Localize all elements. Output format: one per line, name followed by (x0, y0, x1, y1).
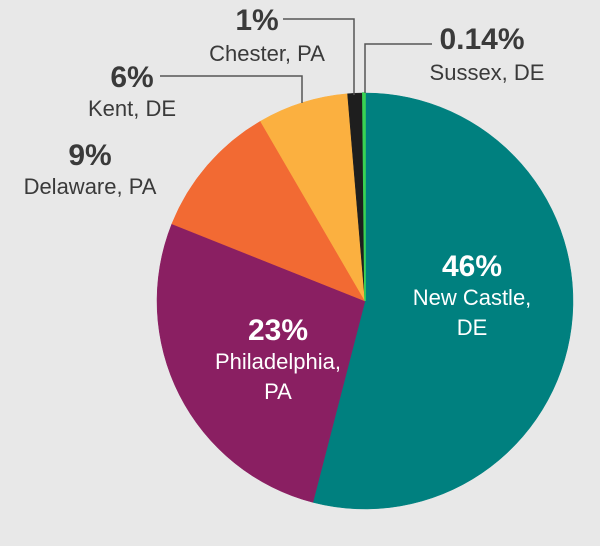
slice-label-new-castle-name-1: New Castle, (413, 285, 532, 310)
slice-label-kent-pct: 6% (110, 61, 153, 94)
slice-label-new-castle-name-2: DE (457, 315, 488, 340)
slice-label-kent-name: Kent, DE (88, 96, 176, 121)
pie-slices (156, 92, 574, 510)
slice-label-philadelphia-name-1: Philadelphia, (215, 349, 341, 374)
slice-label-chester-pct: 1% (235, 4, 278, 37)
slice-label-philadelphia-name-2: PA (264, 379, 292, 404)
pie-slice-delaware (171, 120, 366, 302)
leader-line-sussex (364, 43, 432, 93)
slice-label-sussex-pct: 0.14% (439, 23, 524, 56)
slice-label-delaware-name: Delaware, PA (24, 174, 157, 199)
pie-slice-philadelphia (156, 223, 366, 503)
slice-label-new-castle-pct: 46% (442, 250, 502, 283)
slice-label-chester-name: Chester, PA (209, 41, 325, 66)
pie-slice-new-castle (312, 92, 574, 510)
leader-line-chester (283, 18, 355, 95)
leader-lines (160, 18, 432, 103)
slice-label-philadelphia-pct: 23% (248, 314, 308, 347)
slice-label-delaware-pct: 9% (68, 139, 111, 172)
slice-label-sussex-name: Sussex, DE (430, 60, 545, 85)
leader-line-kent (160, 75, 303, 103)
